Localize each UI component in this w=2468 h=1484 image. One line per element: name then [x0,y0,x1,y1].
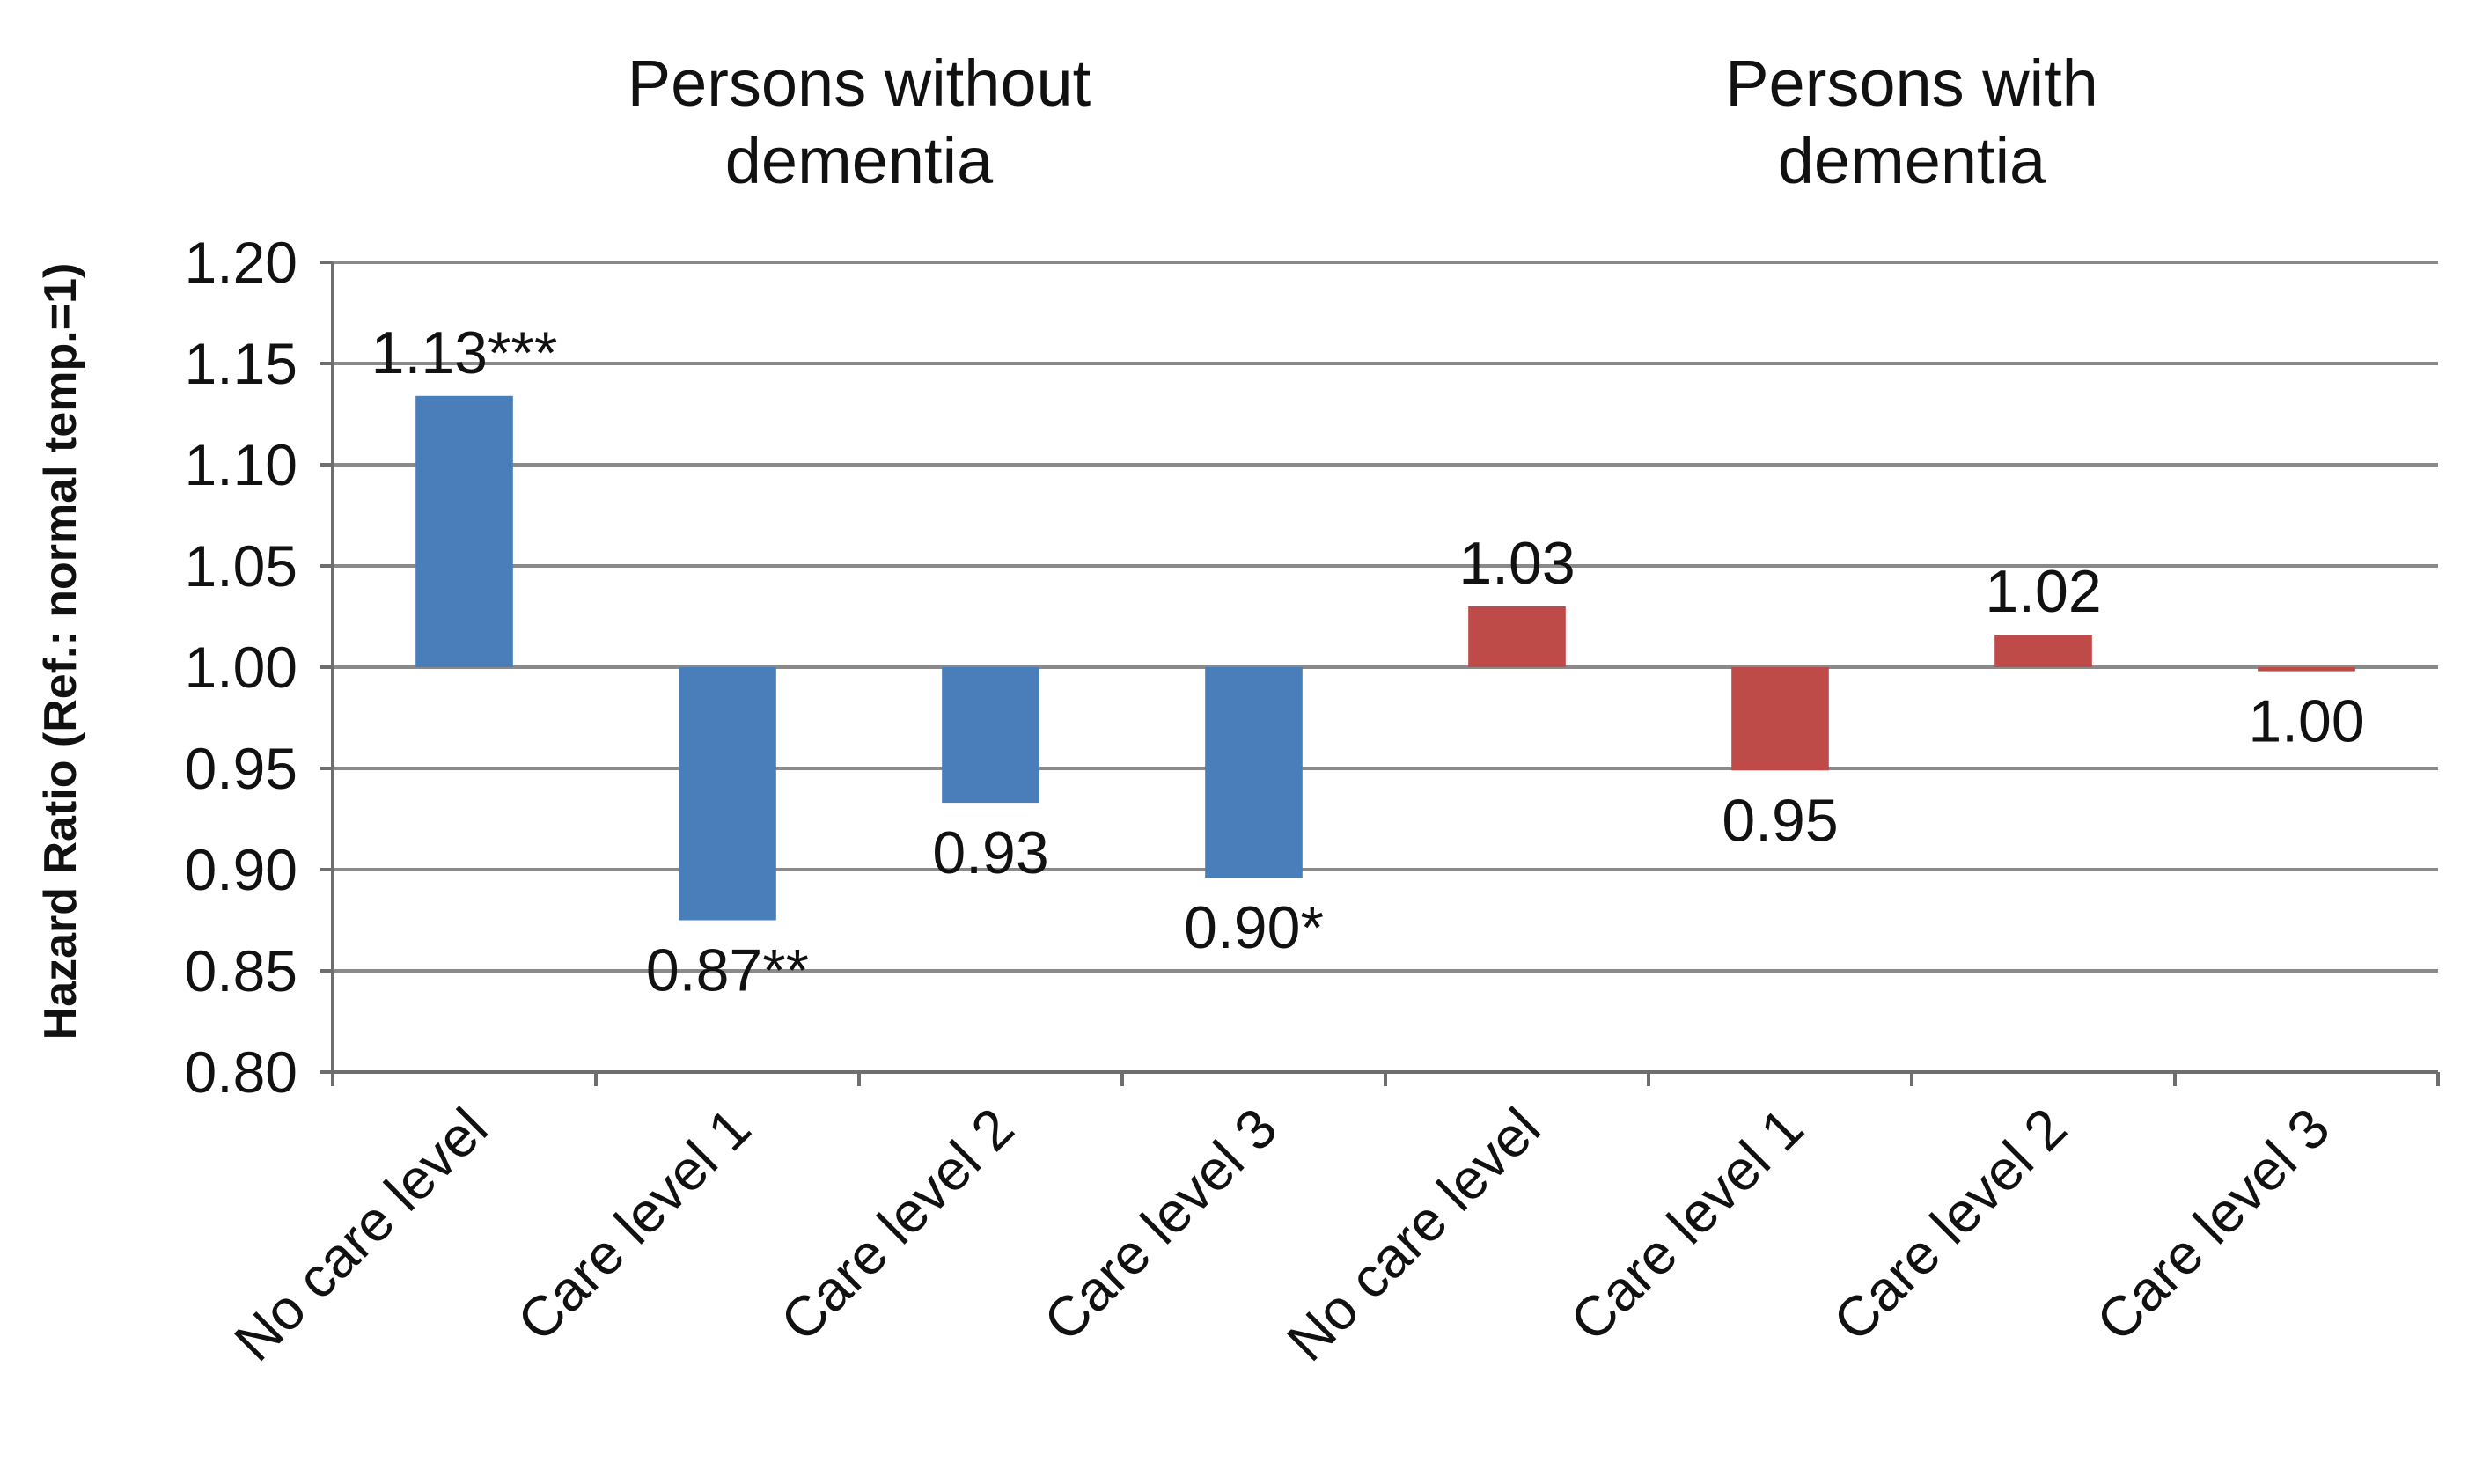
group-title-line: Persons with [1725,47,2098,120]
bar [1994,635,2092,667]
gridlines [333,261,2438,973]
x-category-labels: No care level Care level 1 Care level 2 Car… [222,1096,2341,1373]
data-label: 1.13*** [371,320,558,386]
x-category-label: No care level [222,1096,499,1373]
bar [1468,606,1566,667]
data-labels: 1.13*** 0.87** 0.93 0.90* 1.03 0.95 1.02 1.00 [371,320,2365,1004]
data-label: 0.95 [1722,787,1838,854]
data-label: 0.90* [1184,894,1324,961]
x-category-label: Care level 1 [505,1096,762,1353]
y-tick-label: 1.10 [185,432,297,497]
group-title: Persons with dementia [1725,47,2098,197]
x-category-label: Care level 3 [2084,1096,2341,1353]
group-title-line: Persons without [628,47,1091,120]
y-tick-label: 1.15 [185,331,297,396]
y-tick-label: 1.20 [185,230,297,295]
y-tick-labels: 1.20 1.15 1.10 1.05 1.00 0.95 0.90 0.85 0.80 [185,230,297,1105]
data-label: 1.02 [1985,558,2101,625]
axes [320,261,2440,1086]
y-tick-label: 0.95 [185,736,297,801]
group-title: Persons without dementia [628,47,1091,197]
bar [679,667,776,921]
data-label: 1.03 [1458,530,1575,597]
y-tick-label: 0.80 [185,1040,297,1105]
data-label: 0.87** [646,937,809,1004]
x-category-label: Care level 2 [1821,1096,2078,1353]
group-title-line: dementia [1778,124,2046,197]
data-label: 1.00 [2248,688,2364,755]
data-label: 0.93 [932,819,1048,886]
bar [942,667,1039,804]
x-category-label: Care level 3 [1032,1096,1289,1353]
bar [415,395,513,667]
bar [1205,667,1303,878]
bar [1731,667,1829,771]
y-tick-label: 0.90 [185,837,297,902]
bars [415,395,2355,921]
y-axis-label: Hazard Ratio (Ref.: normal temp.=1) [35,263,86,1040]
group-title-line: dementia [725,124,994,197]
y-tick-label: 0.85 [185,938,297,1003]
x-category-label: Care level 1 [1558,1096,1815,1353]
bar [2258,667,2355,672]
y-tick-label: 1.00 [185,635,297,700]
y-tick-label: 1.05 [185,533,297,599]
x-category-label: Care level 2 [768,1096,1025,1353]
x-category-label: No care level [1274,1096,1552,1373]
